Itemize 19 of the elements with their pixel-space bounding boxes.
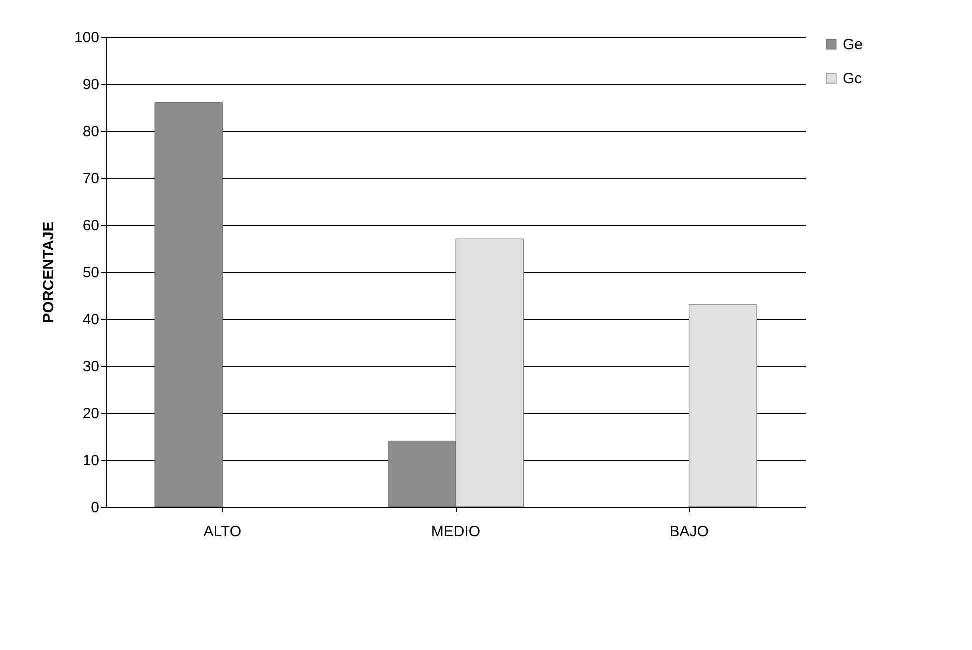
y-tick-label: 20 (82, 406, 100, 422)
bar (154, 102, 223, 508)
x-tick-label: BAJO (670, 524, 709, 540)
legend-label: Gc (843, 70, 863, 88)
x-tick-label: MEDIO (431, 524, 481, 540)
y-tick-label: 80 (82, 124, 100, 140)
y-tick-label: 40 (82, 312, 100, 328)
y-tick-label: 50 (82, 264, 100, 282)
y-tick-label: 100 (74, 30, 100, 46)
y-tick-label: 10 (82, 452, 100, 470)
x-tick-label: ALTO (204, 524, 242, 540)
y-tick-label: 70 (82, 170, 100, 188)
legend-label: Ge (843, 36, 864, 54)
y-tick-label: 60 (82, 218, 100, 234)
y-tick-label: 0 (91, 500, 100, 516)
y-tick-label: 90 (82, 76, 100, 94)
bar (689, 304, 758, 508)
y-axis-title: PORCENTAJE (40, 222, 58, 324)
y-tick-label: 30 (82, 358, 100, 376)
